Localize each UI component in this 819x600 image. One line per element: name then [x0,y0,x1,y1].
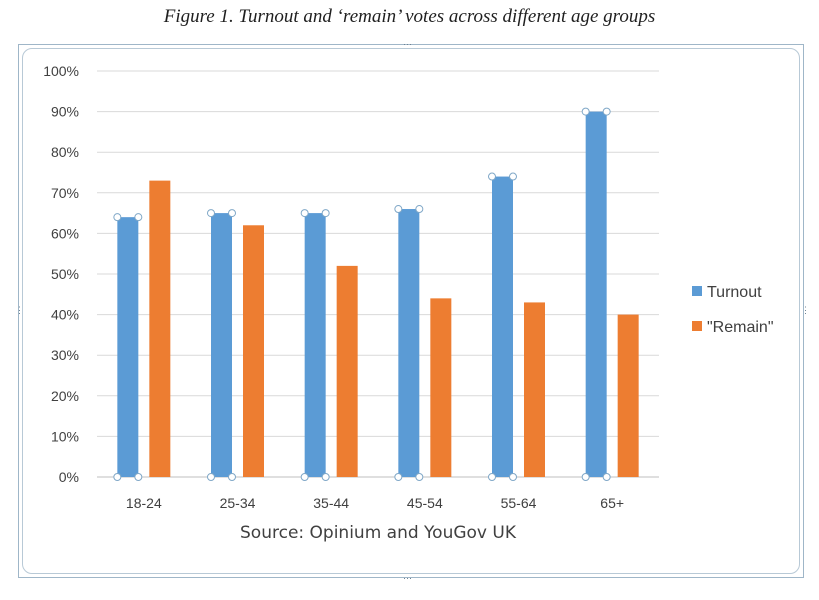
legend-swatch-remain [692,321,702,331]
y-tick-label: 90% [51,104,79,120]
legend-label-remain: "Remain" [707,319,774,336]
remain-bar[interactable] [524,302,545,477]
turnout-bar[interactable] [304,213,326,477]
remain-bar[interactable] [243,225,264,477]
y-tick-label: 100% [43,63,79,79]
turnout-bar[interactable] [117,217,139,477]
selection-handle[interactable] [394,205,403,214]
selection-handle[interactable] [207,209,215,218]
selection-handle[interactable] [321,473,330,481]
selection-handle[interactable] [509,172,517,181]
selection-handle[interactable] [394,473,403,481]
gridlines [97,70,659,478]
selection-handle[interactable] [134,213,143,222]
selection-handle[interactable] [228,473,236,481]
selection-handle[interactable] [581,107,590,116]
legend-label-turnout: Turnout [707,284,762,301]
selection-handle[interactable] [415,473,424,481]
selection-handle[interactable] [113,473,122,481]
y-tick-label: 80% [51,144,79,160]
selection-handle[interactable] [415,205,424,214]
selection-handle[interactable] [581,473,590,481]
remain-bar[interactable] [149,180,171,477]
resize-handle-bottom[interactable]: ⋯ [403,573,412,583]
x-tick-label: 18-24 [126,495,162,511]
selection-handle[interactable] [207,473,215,481]
bars [117,111,639,478]
turnout-bar[interactable] [585,111,607,477]
chart-selection-frame[interactable] [18,44,804,578]
y-tick-label: 60% [51,225,79,241]
resize-handle-top[interactable]: ⋯ [403,39,412,49]
selection-handle[interactable] [602,473,611,481]
x-tick-label: 55-64 [501,495,537,511]
y-tick-label: 50% [51,266,79,282]
selection-handle[interactable] [488,172,496,181]
selection-handle[interactable] [134,473,143,481]
legend-swatch-turnout [692,286,702,296]
x-tick-label: 35-44 [313,495,349,511]
x-tick-label: 25-34 [220,495,256,511]
y-tick-label: 0% [59,469,79,485]
selection-handle[interactable] [228,209,236,218]
turnout-bar[interactable] [398,209,420,478]
selection-handle[interactable] [509,473,517,481]
resize-handle-left[interactable]: ⋮ [15,305,24,315]
x-axis-ticks: 18-24 25-34 35-44 45-54 55-64 65+ [126,495,624,511]
legend: Turnout "Remain" [692,284,774,336]
remain-bar[interactable] [617,314,639,477]
selection-handle[interactable] [300,473,309,481]
selection-handle[interactable] [488,473,496,481]
y-tick-label: 30% [51,347,79,363]
chart-area-border [22,48,800,574]
y-tick-label: 20% [51,388,79,404]
selected-series-handles [113,107,611,481]
turnout-bar[interactable] [492,176,513,477]
figure-title: Figure 1. Turnout and ‘remain’ votes acr… [163,6,656,27]
selection-handle[interactable] [300,209,309,218]
y-axis-ticks: 0% 10% 20% 30% 40% 50% 60% 70% 80% 90% 100% [43,63,79,485]
turnout-bar[interactable] [211,213,232,477]
selection-handle[interactable] [113,213,122,222]
y-tick-label: 70% [51,185,79,201]
remain-bar[interactable] [430,298,452,477]
selection-handle[interactable] [602,107,611,116]
y-tick-label: 40% [51,307,79,323]
x-axis-label: Source: Opinium and YouGov UK [240,523,517,543]
x-tick-label: 65+ [600,495,624,511]
selection-handle[interactable] [321,209,330,218]
y-tick-label: 10% [51,428,79,444]
remain-bar[interactable] [336,265,358,477]
resize-handle-right[interactable]: ⋮ [801,305,810,315]
x-tick-label: 45-54 [407,495,443,511]
